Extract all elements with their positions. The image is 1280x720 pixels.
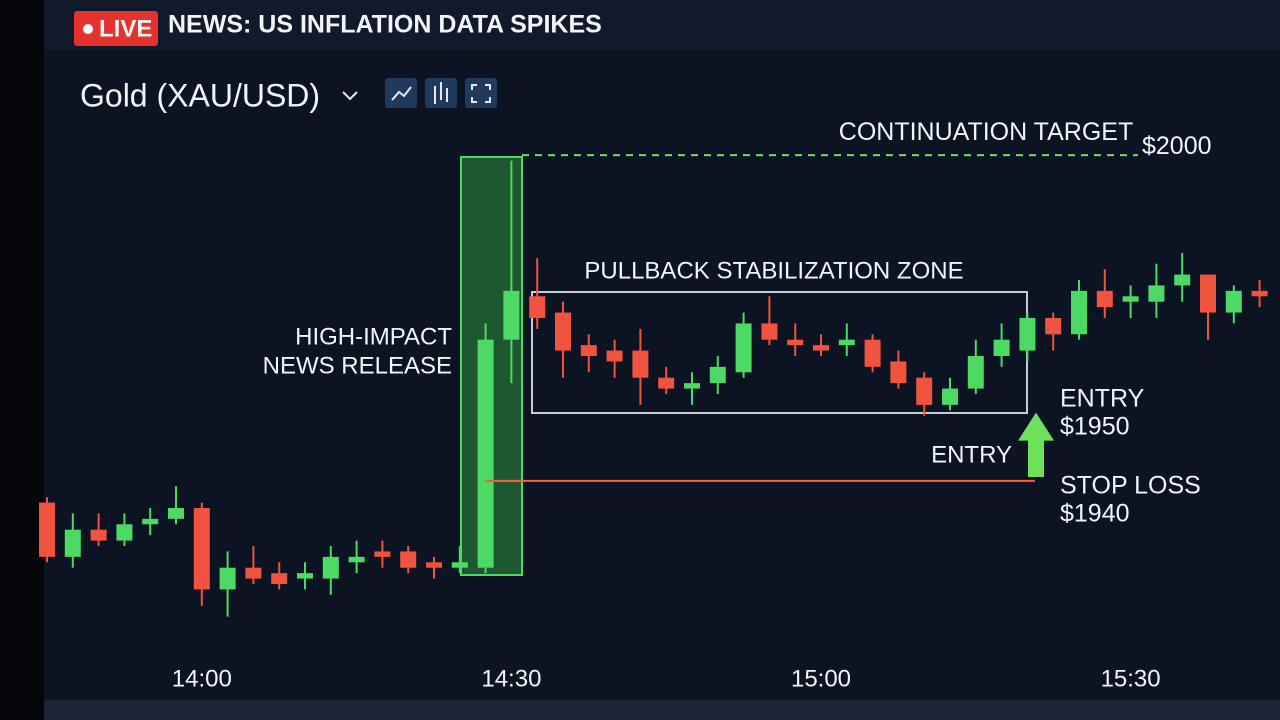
- candle-body: [348, 556, 365, 563]
- candle-body: [580, 345, 597, 356]
- candle-body: [993, 339, 1010, 356]
- candle-body: [916, 377, 933, 405]
- entry-arrow-label: ENTRY: [931, 441, 1012, 468]
- news-bar: [0, 0, 1280, 50]
- level-label: $1940: [1060, 500, 1130, 528]
- level-label: $2000: [1142, 132, 1212, 160]
- fullscreen-button[interactable]: [465, 78, 497, 108]
- entry-arrow: [1018, 412, 1054, 477]
- news-label: NEWS RELEASE: [263, 352, 452, 379]
- level-name: STOP LOSS: [1060, 472, 1201, 500]
- live-badge: [74, 11, 158, 46]
- candle-body: [1122, 296, 1139, 302]
- candle-body: [606, 350, 623, 362]
- candle-body: [942, 388, 958, 405]
- candle-body: [555, 312, 571, 351]
- line-icon: [391, 86, 412, 101]
- candle-body: [116, 524, 133, 541]
- fullscreen-icon: [471, 84, 491, 103]
- candle-body: [967, 356, 984, 389]
- candle-body: [426, 562, 442, 568]
- level-name: CONTINUATION TARGET: [839, 118, 1133, 146]
- candle-body: [658, 377, 675, 389]
- candle-body: [761, 323, 778, 340]
- candle-body: [142, 518, 159, 525]
- candle-body: [1225, 290, 1242, 313]
- candle-body: [477, 339, 494, 568]
- symbol-dropdown[interactable]: [342, 91, 358, 101]
- candle-body: [529, 296, 546, 318]
- candle-body: [322, 556, 339, 579]
- candle-body: [735, 323, 752, 373]
- candle-body: [890, 361, 907, 384]
- candle-body: [271, 573, 288, 584]
- x-tick-label: 15:30: [1101, 665, 1161, 692]
- zone-label: PULLBACK STABILIZATION ZONE: [584, 257, 963, 284]
- candle-body: [1174, 274, 1191, 286]
- live-dot: [83, 24, 93, 34]
- candle-body: [1045, 318, 1062, 335]
- candle-body: [813, 345, 829, 351]
- candle-body: [64, 529, 81, 557]
- candle-body: [838, 339, 855, 346]
- candle-body: [503, 290, 520, 340]
- candle-body: [787, 339, 804, 346]
- candle-body: [374, 551, 391, 557]
- candle-body: [1251, 290, 1268, 297]
- candle-body: [684, 383, 700, 389]
- level-label: $1950: [1060, 413, 1130, 441]
- candle-body: [168, 508, 184, 519]
- candle-body: [632, 350, 649, 378]
- candle-body: [245, 567, 262, 579]
- bezel: [0, 0, 44, 720]
- candle-body: [39, 502, 55, 557]
- candle-body: [1071, 290, 1087, 335]
- candle-body: [1200, 274, 1216, 313]
- candle-body: [1148, 285, 1165, 302]
- symbol[interactable]: Gold (XAU/USD): [80, 77, 320, 113]
- candle-body: [864, 339, 881, 367]
- candle-body: [297, 573, 313, 579]
- candle-body: [709, 366, 726, 384]
- candle-body: [400, 551, 417, 568]
- bottom-strip: [44, 700, 1280, 720]
- candle-body: [219, 567, 236, 590]
- news-label: HIGH-IMPACT: [295, 323, 452, 350]
- candle-body: [90, 529, 107, 541]
- x-tick-label: 14:00: [172, 665, 232, 692]
- candle-icon: [434, 82, 448, 104]
- candle-body: [451, 562, 468, 568]
- candle-body: [193, 508, 210, 590]
- x-tick-label: 14:30: [481, 665, 541, 692]
- candle-body: [1019, 318, 1036, 351]
- headline: NEWS: US INFLATION DATA SPIKES: [168, 11, 602, 39]
- live-label: LIVE: [99, 15, 152, 42]
- candle-body: [1096, 290, 1113, 308]
- level-name: ENTRY: [1060, 385, 1145, 413]
- x-tick-label: 15:00: [791, 665, 851, 692]
